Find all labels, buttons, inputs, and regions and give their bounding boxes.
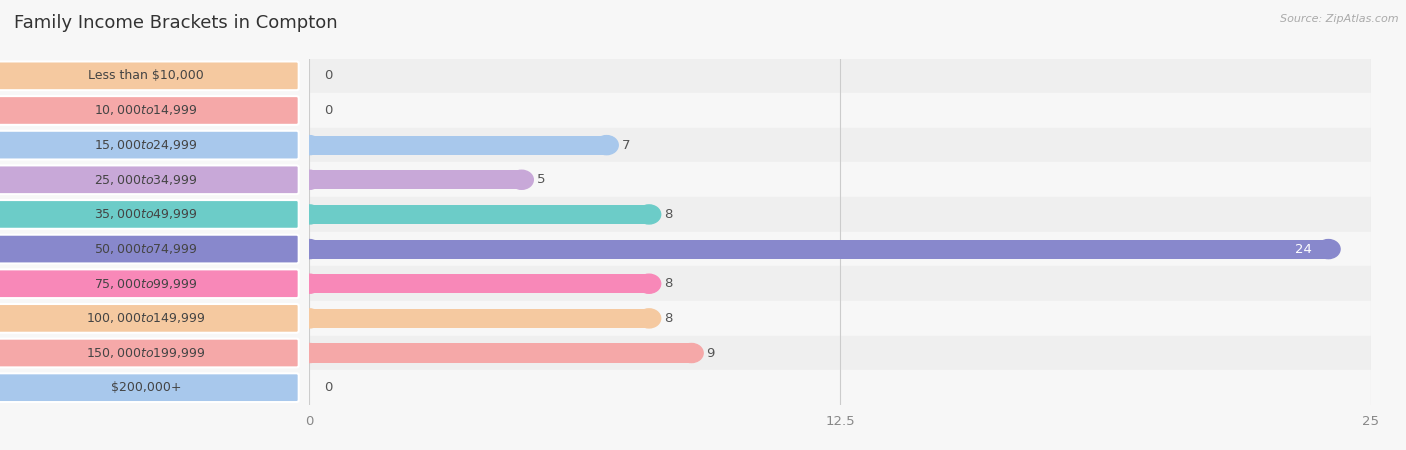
Text: 8: 8 <box>664 277 672 290</box>
Bar <box>309 128 1371 162</box>
Bar <box>309 58 1371 93</box>
FancyBboxPatch shape <box>0 339 298 367</box>
Text: 8: 8 <box>664 208 672 221</box>
Circle shape <box>1316 239 1340 259</box>
Text: $10,000 to $14,999: $10,000 to $14,999 <box>94 104 198 117</box>
Bar <box>309 205 650 224</box>
Bar <box>309 301 1371 336</box>
FancyBboxPatch shape <box>0 96 298 125</box>
FancyBboxPatch shape <box>0 166 298 194</box>
Text: Less than $10,000: Less than $10,000 <box>89 69 204 82</box>
Circle shape <box>510 170 533 189</box>
Text: 9: 9 <box>706 346 714 360</box>
Text: $75,000 to $99,999: $75,000 to $99,999 <box>94 277 198 291</box>
Bar <box>309 309 650 328</box>
Bar <box>309 266 1371 301</box>
Bar <box>309 343 692 363</box>
Bar <box>309 170 522 189</box>
Circle shape <box>637 274 661 293</box>
Circle shape <box>595 135 619 155</box>
Bar <box>309 370 1371 405</box>
Text: 5: 5 <box>537 173 546 186</box>
Bar <box>309 232 1371 266</box>
Circle shape <box>679 343 703 363</box>
Circle shape <box>298 170 321 189</box>
Circle shape <box>298 239 321 259</box>
Text: 24: 24 <box>1295 243 1312 256</box>
FancyBboxPatch shape <box>0 270 298 298</box>
Circle shape <box>298 343 321 363</box>
Bar <box>309 239 1329 259</box>
Text: Source: ZipAtlas.com: Source: ZipAtlas.com <box>1281 14 1399 23</box>
FancyBboxPatch shape <box>0 304 298 333</box>
FancyBboxPatch shape <box>0 235 298 263</box>
Text: 0: 0 <box>325 69 333 82</box>
FancyBboxPatch shape <box>0 62 298 90</box>
Bar <box>309 135 606 155</box>
Text: $25,000 to $34,999: $25,000 to $34,999 <box>94 173 198 187</box>
Text: $200,000+: $200,000+ <box>111 381 181 394</box>
Circle shape <box>298 309 321 328</box>
Text: 8: 8 <box>664 312 672 325</box>
Text: $15,000 to $24,999: $15,000 to $24,999 <box>94 138 198 152</box>
Circle shape <box>637 309 661 328</box>
Bar <box>309 336 1371 370</box>
Circle shape <box>298 205 321 224</box>
Text: 7: 7 <box>621 139 630 152</box>
FancyBboxPatch shape <box>0 374 298 402</box>
Bar <box>309 274 650 293</box>
Text: Family Income Brackets in Compton: Family Income Brackets in Compton <box>14 14 337 32</box>
Text: $100,000 to $149,999: $100,000 to $149,999 <box>86 311 205 325</box>
Bar <box>309 197 1371 232</box>
Text: 0: 0 <box>325 104 333 117</box>
FancyBboxPatch shape <box>0 200 298 229</box>
Circle shape <box>637 205 661 224</box>
Circle shape <box>298 135 321 155</box>
Text: $150,000 to $199,999: $150,000 to $199,999 <box>86 346 205 360</box>
Text: $50,000 to $74,999: $50,000 to $74,999 <box>94 242 198 256</box>
Circle shape <box>298 274 321 293</box>
Bar <box>309 162 1371 197</box>
Bar <box>309 93 1371 128</box>
Text: $35,000 to $49,999: $35,000 to $49,999 <box>94 207 198 221</box>
FancyBboxPatch shape <box>0 131 298 159</box>
Text: 0: 0 <box>325 381 333 394</box>
